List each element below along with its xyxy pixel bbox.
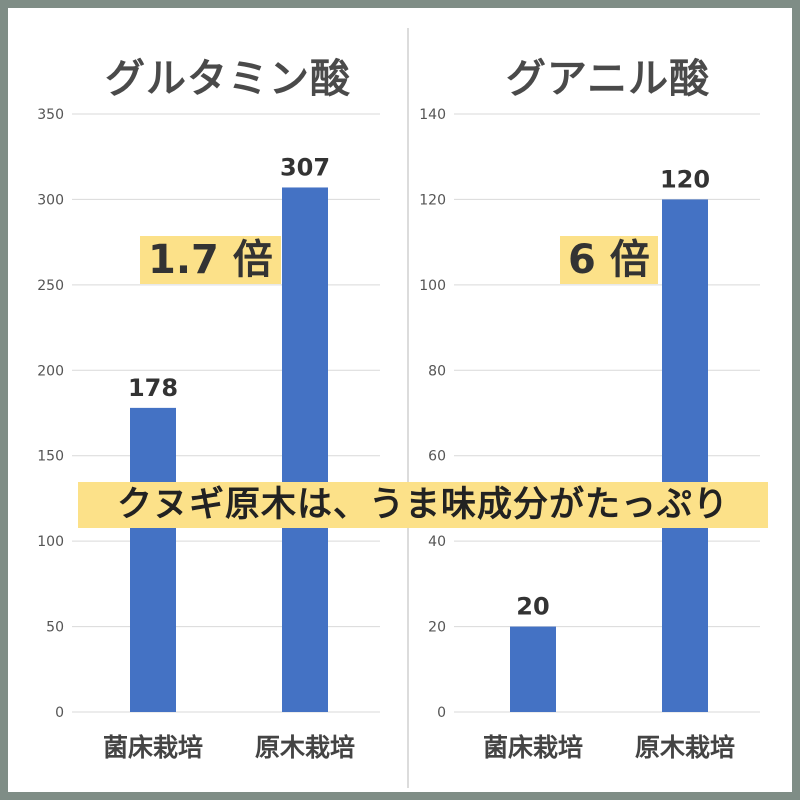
chart-title-guanylic-acid: グアニル酸 [505, 56, 711, 102]
y-tick-label-1-2: 40 [428, 534, 446, 550]
data-label-1-0: 20 [516, 593, 549, 621]
data-label-0-0: 178 [128, 374, 178, 402]
bar-0-1 [282, 187, 328, 712]
y-tick-label-1-0: 0 [437, 705, 446, 721]
y-tick-label-1-4: 80 [428, 363, 446, 379]
y-tick-label-1-5: 100 [419, 278, 446, 294]
y-tick-label-1-6: 120 [419, 192, 446, 208]
y-tick-label-0-4: 200 [37, 363, 64, 379]
y-tick-label-0-7: 350 [37, 107, 64, 123]
y-tick-label-0-0: 0 [55, 705, 64, 721]
data-label-0-1: 307 [280, 153, 330, 181]
caption-banner: クヌギ原木は、うま味成分がたっぷり [78, 482, 768, 528]
chart-frame: グルタミン酸 グアニル酸 0 50 100 150 200 250 300 350 178 菌床栽… [8, 8, 792, 792]
bar-charts-svg: 0 50 100 150 200 250 300 350 178 菌床栽培 307 原木栽培 0 20 40… [37, 107, 760, 762]
chart-title-glutamic-acid: グルタミン酸 [105, 56, 351, 102]
y-tick-label-0-3: 150 [37, 449, 64, 465]
y-tick-label-0-2: 100 [37, 534, 64, 550]
ratio-annotation-glutamic: 1.7 倍 [140, 236, 281, 284]
ratio-annotation-guanylic: 6 倍 [560, 236, 658, 284]
panel-divider [407, 28, 409, 788]
category-label-1-0: 菌床栽培 [483, 733, 583, 762]
category-label-1-1: 原木栽培 [635, 733, 735, 762]
y-tick-label-0-1: 50 [46, 620, 64, 636]
y-tick-label-1-1: 20 [428, 620, 446, 636]
bar-0-0 [130, 407, 176, 712]
y-tick-label-1-3: 60 [428, 449, 446, 465]
category-label-0-0: 菌床栽培 [103, 733, 203, 762]
category-label-0-1: 原木栽培 [255, 733, 355, 762]
y-tick-label-1-7: 140 [419, 107, 446, 123]
y-tick-label-0-5: 250 [37, 278, 64, 294]
bar-1-0 [510, 626, 556, 712]
bar-1-1 [662, 199, 708, 712]
data-label-1-1: 120 [660, 165, 710, 193]
y-tick-label-0-6: 300 [37, 192, 64, 208]
